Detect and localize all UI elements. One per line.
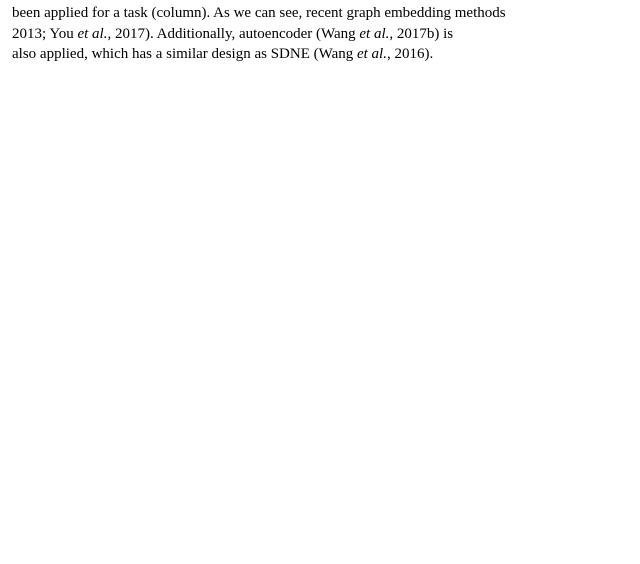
body-text: 2013; You et al., 2017). Additionally, a… — [12, 24, 628, 65]
caption-top-line: been applied for a task (column). As we … — [12, 4, 628, 24]
body-l2: also applied, which has a similar design… — [12, 44, 628, 64]
body-l1: 2013; You et al., 2017). Additionally, a… — [12, 24, 628, 44]
